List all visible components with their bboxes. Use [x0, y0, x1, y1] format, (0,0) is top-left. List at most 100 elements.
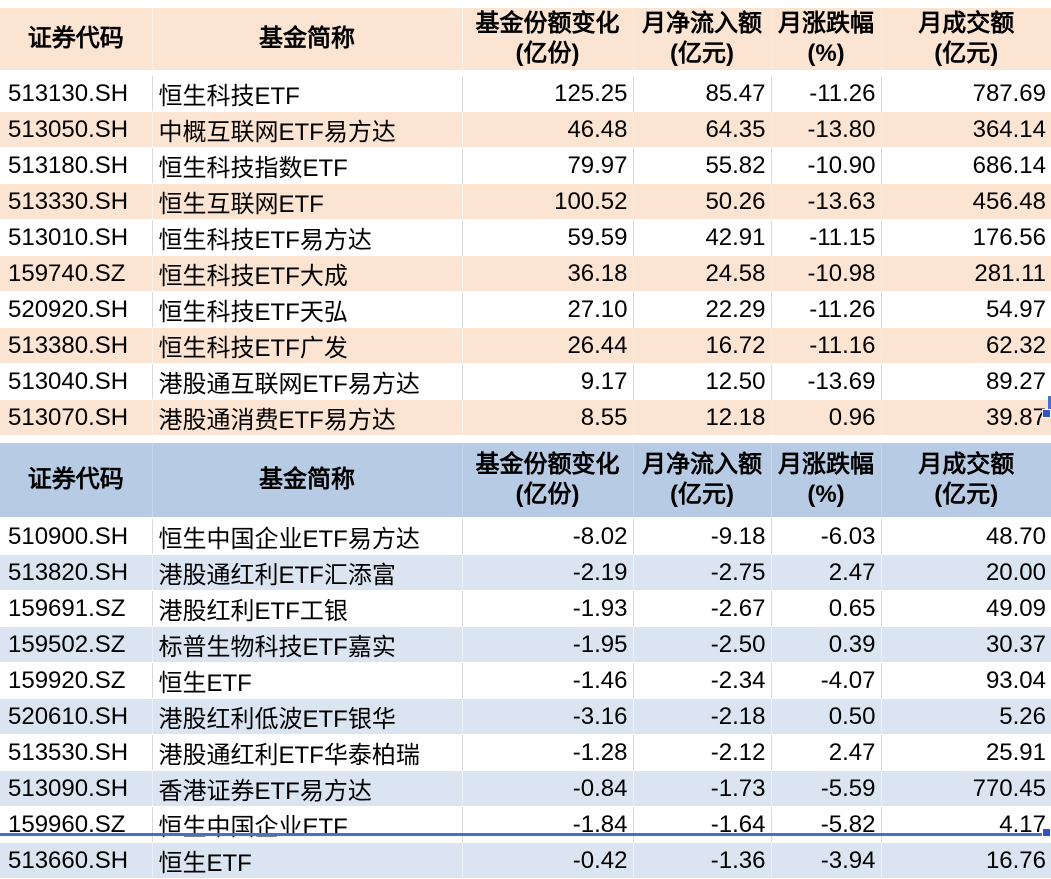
cell-share-change[interactable]: 36.18: [462, 255, 634, 292]
cell-security-code[interactable]: 513090.SH: [0, 770, 153, 807]
cell-net-inflow[interactable]: -2.75: [633, 554, 772, 591]
cell-fund-name[interactable]: 恒生互联网ETF: [152, 183, 463, 220]
cell-monthly-change[interactable]: -11.15: [771, 219, 882, 256]
cell-monthly-turnover[interactable]: 39.87: [881, 399, 1051, 436]
cell-security-code[interactable]: 159691.SZ: [0, 590, 153, 627]
cell-fund-name[interactable]: 港股通红利ETF汇添富: [152, 554, 463, 591]
cell-share-change[interactable]: 79.97: [462, 147, 634, 184]
cell-security-code[interactable]: 513330.SH: [0, 183, 153, 220]
cell-net-inflow[interactable]: -2.18: [633, 698, 772, 735]
cell-security-code[interactable]: 513530.SH: [0, 734, 153, 771]
cell-net-inflow[interactable]: -1.73: [633, 770, 772, 807]
header-monthly-change[interactable]: 月涨跌幅 (%): [771, 8, 882, 76]
cell-monthly-change[interactable]: -11.26: [771, 291, 882, 328]
fill-handle[interactable]: [1042, 409, 1051, 418]
header-share-change[interactable]: 基金份额变化 (亿份): [462, 8, 634, 76]
cell-security-code[interactable]: 513660.SH: [0, 842, 153, 879]
cell-share-change[interactable]: 59.59: [462, 219, 634, 256]
cell-net-inflow[interactable]: 16.72: [633, 327, 772, 364]
cell-fund-name[interactable]: 恒生ETF: [152, 662, 463, 699]
cell-monthly-turnover[interactable]: 4.17: [881, 806, 1051, 843]
cell-monthly-change[interactable]: -5.82: [771, 806, 882, 843]
cell-monthly-turnover[interactable]: 25.91: [881, 734, 1051, 771]
cell-security-code[interactable]: 159920.SZ: [0, 662, 153, 699]
cell-monthly-change[interactable]: -11.16: [771, 327, 882, 364]
cell-monthly-turnover[interactable]: 686.14: [881, 147, 1051, 184]
cell-monthly-change[interactable]: -4.07: [771, 662, 882, 699]
cell-net-inflow[interactable]: -1.36: [633, 842, 772, 879]
cell-net-inflow[interactable]: 55.82: [633, 147, 772, 184]
cell-net-inflow[interactable]: -2.67: [633, 590, 772, 627]
cell-net-inflow[interactable]: 12.18: [633, 399, 772, 436]
cell-net-inflow[interactable]: 64.35: [633, 111, 772, 148]
cell-net-inflow[interactable]: 22.29: [633, 291, 772, 328]
cell-net-inflow[interactable]: 85.47: [633, 73, 772, 112]
cell-security-code[interactable]: 513380.SH: [0, 327, 153, 364]
cell-monthly-turnover[interactable]: 49.09: [881, 590, 1051, 627]
cell-monthly-change[interactable]: 0.65: [771, 590, 882, 627]
cell-fund-name[interactable]: 恒生中国企业ETF易方达: [152, 518, 463, 555]
cell-share-change[interactable]: 27.10: [462, 291, 634, 328]
cell-fund-name[interactable]: 港股通消费ETF易方达: [152, 399, 463, 436]
cell-share-change[interactable]: -2.19: [462, 554, 634, 591]
cell-fund-name[interactable]: 恒生中国企业ETF: [152, 806, 463, 843]
cell-fund-name[interactable]: 港股通红利ETF华泰柏瑞: [152, 734, 463, 771]
cell-share-change[interactable]: -8.02: [462, 518, 634, 555]
cell-monthly-turnover[interactable]: 54.97: [881, 291, 1051, 328]
cell-monthly-change[interactable]: -6.03: [771, 518, 882, 555]
cell-monthly-turnover[interactable]: 787.69: [881, 73, 1051, 112]
cell-monthly-change[interactable]: -3.94: [771, 842, 882, 879]
cell-monthly-turnover[interactable]: 5.26: [881, 698, 1051, 735]
cell-monthly-turnover[interactable]: 48.70: [881, 518, 1051, 555]
cell-share-change[interactable]: 8.55: [462, 399, 634, 436]
cell-share-change[interactable]: -1.95: [462, 626, 634, 663]
cell-monthly-change[interactable]: -13.63: [771, 183, 882, 220]
cell-fund-name[interactable]: 恒生科技ETF: [152, 73, 463, 112]
cell-fund-name[interactable]: 港股通互联网ETF易方达: [152, 363, 463, 400]
cell-monthly-turnover[interactable]: 93.04: [881, 662, 1051, 699]
cell-security-code[interactable]: 513180.SH: [0, 147, 153, 184]
cell-monthly-change[interactable]: 0.50: [771, 698, 882, 735]
header-share-change[interactable]: 基金份额变化 (亿份): [462, 443, 634, 519]
cell-net-inflow[interactable]: -2.50: [633, 626, 772, 663]
fill-handle[interactable]: [1042, 828, 1051, 837]
cell-fund-name[interactable]: 香港证券ETF易方达: [152, 770, 463, 807]
cell-monthly-turnover[interactable]: 456.48: [881, 183, 1051, 220]
cell-share-change[interactable]: -0.84: [462, 770, 634, 807]
cell-net-inflow[interactable]: 50.26: [633, 183, 772, 220]
cell-fund-name[interactable]: 港股红利低波ETF银华: [152, 698, 463, 735]
cell-monthly-change[interactable]: -13.80: [771, 111, 882, 148]
cell-fund-name[interactable]: 恒生科技ETF易方达: [152, 219, 463, 256]
cell-security-code[interactable]: 510900.SH: [0, 518, 153, 555]
cell-share-change[interactable]: 9.17: [462, 363, 634, 400]
cell-monthly-change[interactable]: -11.26: [771, 73, 882, 112]
cell-fund-name[interactable]: 恒生科技ETF大成: [152, 255, 463, 292]
cell-security-code[interactable]: 159740.SZ: [0, 255, 153, 292]
cell-net-inflow[interactable]: 42.91: [633, 219, 772, 256]
cell-fund-name[interactable]: 恒生ETF: [152, 842, 463, 879]
cell-share-change[interactable]: 125.25: [462, 73, 634, 112]
cell-fund-name[interactable]: 标普生物科技ETF嘉实: [152, 626, 463, 663]
header-security-code[interactable]: 证券代码: [0, 8, 153, 76]
cell-security-code[interactable]: 159502.SZ: [0, 626, 153, 663]
cell-share-change[interactable]: 100.52: [462, 183, 634, 220]
cell-fund-name[interactable]: 港股红利ETF工银: [152, 590, 463, 627]
header-monthly-change[interactable]: 月涨跌幅 (%): [771, 443, 882, 519]
cell-net-inflow[interactable]: 12.50: [633, 363, 772, 400]
cell-share-change[interactable]: 26.44: [462, 327, 634, 364]
header-monthly-turnover[interactable]: 月成交额 (亿元): [881, 8, 1051, 76]
cell-security-code[interactable]: 513050.SH: [0, 111, 153, 148]
cell-security-code[interactable]: 520920.SH: [0, 291, 153, 328]
cell-share-change[interactable]: -1.28: [462, 734, 634, 771]
header-fund-name[interactable]: 基金简称: [152, 443, 463, 519]
cell-monthly-change[interactable]: -10.98: [771, 255, 882, 292]
cell-monthly-change[interactable]: 0.96: [771, 399, 882, 436]
cell-monthly-change[interactable]: -10.90: [771, 147, 882, 184]
cell-security-code[interactable]: 513130.SH: [0, 73, 153, 112]
header-monthly-turnover[interactable]: 月成交额 (亿元): [881, 443, 1051, 519]
cell-monthly-turnover[interactable]: 62.32: [881, 327, 1051, 364]
cell-monthly-change[interactable]: -13.69: [771, 363, 882, 400]
cell-fund-name[interactable]: 恒生科技ETF天弘: [152, 291, 463, 328]
cell-share-change[interactable]: -1.46: [462, 662, 634, 699]
cell-security-code[interactable]: 513070.SH: [0, 399, 153, 436]
